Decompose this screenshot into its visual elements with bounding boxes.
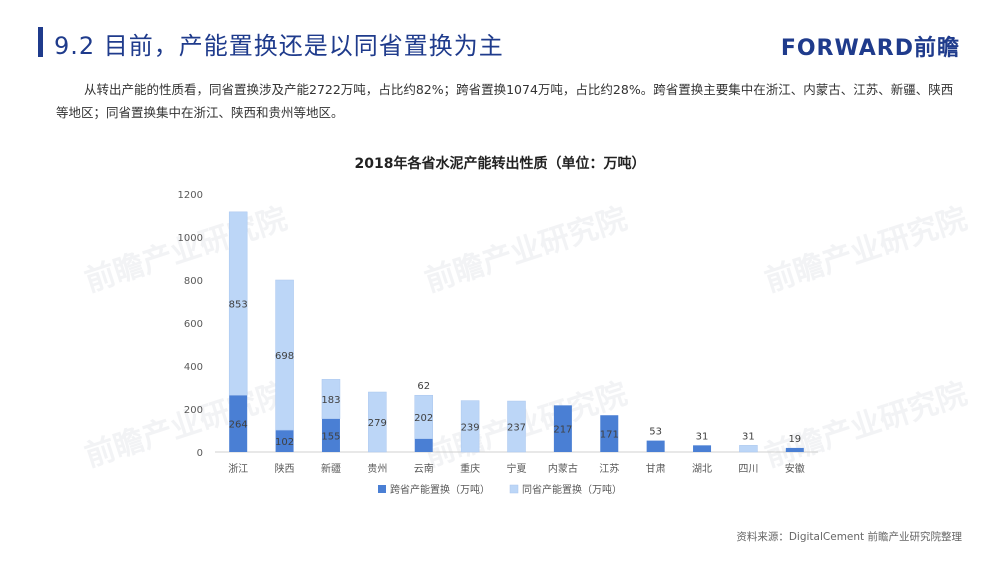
bar-same-province	[368, 391, 387, 453]
data-label: 264	[229, 420, 248, 431]
legend-label-cross-province: 跨省产能置换（万吨）	[390, 483, 490, 496]
data-label: 202	[414, 413, 433, 424]
x-tick-label: 安徽	[785, 462, 805, 475]
bar-cross-province	[275, 430, 294, 452]
x-tick-label: 云南	[414, 462, 434, 475]
legend-label-same-province: 同省产能置换（万吨）	[522, 483, 622, 496]
bar-cross-province	[229, 395, 248, 452]
x-tick-label: 湖北	[692, 463, 712, 475]
data-label: 698	[275, 351, 294, 362]
bar-cross-province	[321, 418, 340, 452]
data-label: 19	[788, 434, 801, 445]
data-label: 53	[649, 427, 662, 438]
bar-same-province	[460, 400, 480, 453]
bar-same-province	[414, 394, 433, 439]
x-tick-label: 宁夏	[507, 462, 527, 475]
y-tick-label: 400	[184, 362, 203, 373]
x-tick-label: 陕西	[275, 462, 295, 475]
data-label: 217	[553, 425, 572, 436]
x-tick-label: 四川	[738, 464, 758, 475]
y-tick-label: 200	[184, 405, 203, 416]
data-label: 237	[507, 423, 526, 434]
forward-logo: FORWARD前瞻	[780, 36, 960, 61]
y-tick-label: 600	[184, 319, 203, 330]
y-tick-label: 1000	[178, 233, 203, 244]
title-accent-bar	[38, 27, 43, 57]
data-label: 183	[321, 395, 340, 406]
bar-cross-province	[553, 405, 572, 452]
bar-same-province	[739, 445, 758, 453]
x-tick-label: 重庆	[460, 462, 480, 475]
data-label: 155	[321, 431, 340, 442]
bar-same-province	[321, 379, 341, 419]
bar-same-province	[275, 279, 294, 431]
bar-cross-province	[600, 415, 619, 452]
data-label: 853	[229, 300, 248, 311]
data-label: 31	[696, 431, 709, 442]
bar-same-province	[507, 400, 526, 453]
data-label: 62	[417, 381, 430, 392]
chart-title: 2018年各省水泥产能转出性质（单位：万吨）	[354, 156, 646, 172]
bar-cross-province	[785, 447, 804, 452]
data-label: 102	[275, 437, 294, 448]
source-note: 资料来源：DigitalCement 前瞻产业研究院整理	[736, 531, 962, 543]
y-tick-label: 800	[184, 276, 203, 287]
legend-swatch-cross-province	[378, 485, 386, 493]
x-tick-label: 新疆	[321, 462, 341, 475]
bar-same-province	[228, 211, 248, 396]
data-label: 239	[461, 422, 480, 433]
bar-cross-province	[414, 438, 433, 452]
data-label: 171	[600, 430, 619, 441]
data-label: 279	[368, 418, 387, 429]
legend-swatch-same-province	[509, 484, 519, 494]
data-label: 31	[742, 431, 755, 442]
y-tick-label: 1200	[178, 190, 203, 201]
x-tick-label: 浙江	[228, 463, 248, 475]
x-tick-label: 贵州	[367, 462, 387, 475]
intro-paragraph: 从转出产能的性质看，同省置换涉及产能2722万吨，占比约82%；跨省置换1074…	[56, 82, 954, 120]
bar-cross-province	[646, 440, 665, 452]
bar-cross-province	[693, 445, 712, 452]
y-tick-label: 0	[197, 448, 203, 459]
x-tick-label: 内蒙古	[548, 462, 578, 475]
page-title: 9.2 目前，产能置换还是以同省置换为主	[54, 32, 504, 60]
x-tick-label: 江苏	[599, 462, 619, 475]
x-tick-label: 甘肃	[646, 462, 666, 475]
